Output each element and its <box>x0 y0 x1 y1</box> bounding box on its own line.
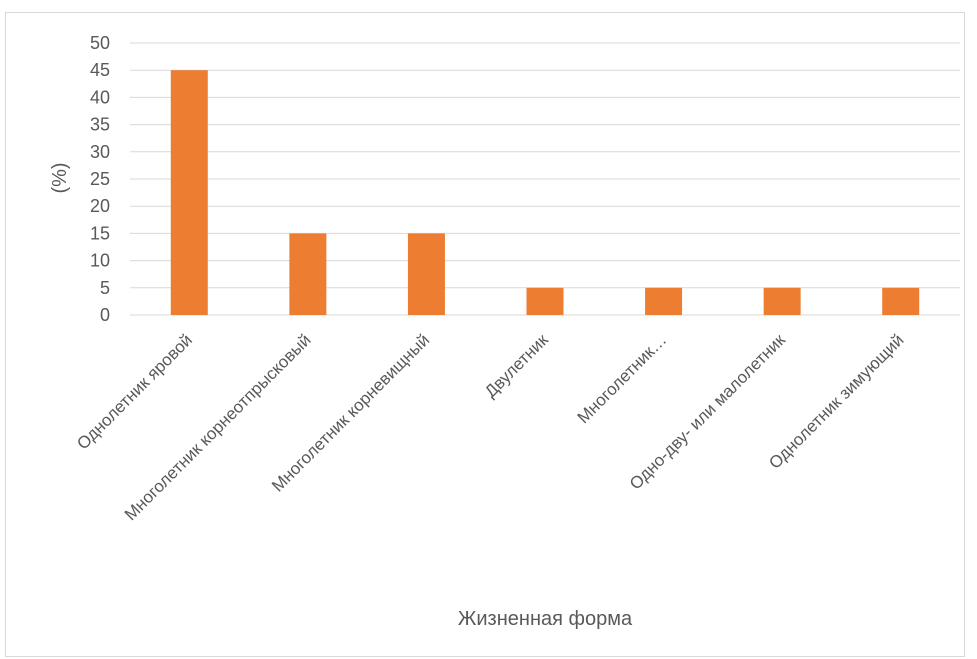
x-tick-label: Однолетник зимующий <box>765 330 907 472</box>
gridlines <box>130 42 960 316</box>
y-tick-label: 45 <box>90 60 110 80</box>
x-tick-label: Многолетник… <box>574 330 671 427</box>
y-tick-label: 5 <box>100 278 110 298</box>
y-tick-label: 25 <box>90 169 110 189</box>
chart-area <box>5 12 965 657</box>
y-tick-label: 0 <box>100 305 110 325</box>
x-tick-label: Двулетник <box>481 330 552 401</box>
x-axis-title: Жизненная форма <box>458 608 633 630</box>
y-axis-title: (%) <box>49 162 71 193</box>
bar <box>882 287 920 315</box>
y-tick-label: 15 <box>90 223 110 243</box>
y-tick-label: 20 <box>90 196 110 216</box>
bar <box>289 233 327 315</box>
bar <box>407 233 445 315</box>
bar <box>645 287 683 315</box>
x-tick-label: Многолетник корнеотпрысковый <box>121 330 315 524</box>
y-tick-label: 50 <box>90 33 110 53</box>
y-tick-label: 40 <box>90 87 110 107</box>
x-tick-label: Однолетник яровой <box>73 330 196 453</box>
bar <box>526 287 564 315</box>
bar <box>170 70 208 315</box>
y-tick-labels: 0 5 10 15 20 25 30 35 40 45 50 <box>90 33 110 325</box>
bar <box>763 287 801 315</box>
y-tick-label: 35 <box>90 115 110 135</box>
y-tick-label: 30 <box>90 142 110 162</box>
y-tick-label: 10 <box>90 251 110 271</box>
bars <box>170 70 920 315</box>
